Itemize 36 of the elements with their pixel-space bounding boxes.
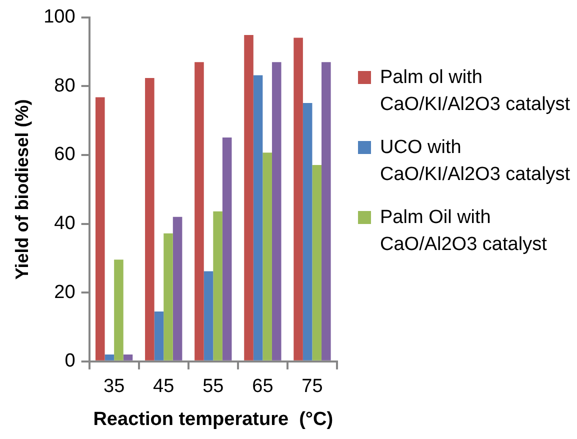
y-tick-label: 40 [54, 213, 76, 234]
y-tick-label: 20 [54, 282, 76, 303]
x-tick-label: 45 [153, 376, 174, 398]
bar [172, 216, 182, 360]
legend-label: Palm ol with CaO/KI/Al2O3 catalyst [380, 66, 572, 117]
bar [154, 312, 164, 360]
bar [272, 62, 282, 360]
bar [204, 271, 214, 360]
x-tick-label: 75 [302, 376, 323, 398]
bar [322, 62, 331, 360]
y-tick-label: 0 [64, 350, 76, 372]
y-tick-label: 80 [54, 75, 76, 96]
bar [302, 103, 312, 360]
legend-label: UCO with CaO/KI/Al2O3 catalyst [380, 136, 572, 187]
x-tick-label: 65 [252, 376, 274, 398]
x-tick-label: 35 [104, 376, 125, 398]
bar [244, 34, 254, 360]
bar [312, 164, 322, 360]
bar [164, 233, 173, 360]
bar [123, 354, 133, 360]
bar [213, 211, 222, 360]
x-tick-label: 55 [202, 376, 224, 398]
y-tick-label: 60 [54, 144, 76, 166]
y-axis-title: Yield of biodiesel (%) [12, 99, 32, 280]
legend-label: Palm Oil with CaO/Al2O3 catalyst [380, 206, 548, 257]
bar [95, 97, 105, 360]
bar [262, 152, 272, 360]
bar [294, 38, 303, 360]
bar [222, 137, 232, 360]
bar [104, 354, 114, 360]
y-tick-label: 100 [44, 6, 76, 28]
bar [194, 62, 204, 360]
bar [114, 260, 124, 360]
bar [253, 75, 263, 360]
x-axis-title: Reaction temperature (°C) [93, 408, 334, 430]
bar [145, 78, 154, 360]
